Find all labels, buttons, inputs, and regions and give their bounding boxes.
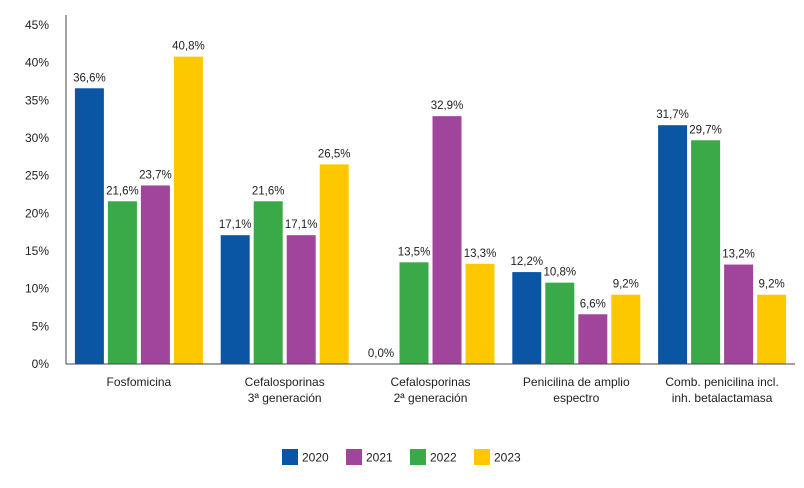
category-label-1: Fosfomicina — [107, 375, 172, 389]
data-label-2023-group-3: 13,3% — [464, 248, 497, 260]
bar-2022-group-4 — [545, 282, 575, 364]
data-label-2021-group-5: 13,2% — [722, 249, 755, 261]
bar-2020-group-2 — [220, 235, 250, 364]
bar-2023-group-2 — [319, 164, 349, 364]
bar-2022-group-5 — [691, 140, 721, 364]
data-label-2020-group-5: 31,7% — [656, 109, 689, 121]
bar-2023-group-5 — [757, 294, 787, 364]
bar-2021-group-2 — [286, 235, 316, 364]
y-tick-label: 30% — [25, 131, 49, 145]
data-label-2020-group-4: 12,2% — [510, 256, 543, 268]
y-tick-label: 20% — [25, 206, 49, 220]
legend-label-2020: 2020 — [302, 451, 329, 465]
y-tick-label: 25% — [25, 169, 49, 183]
data-label-2020-group-2: 17,1% — [219, 219, 252, 231]
bar-2023-group-4 — [611, 294, 641, 364]
data-labels: 36,6%21,6%23,7%40,8%17,1%21,6%17,1%26,5%… — [73, 41, 785, 360]
bar-2022-group-2 — [253, 201, 283, 364]
category-label-4: Penicilina de amplio espectro — [523, 375, 630, 405]
y-tick-label: 0% — [32, 357, 50, 371]
legend-label-2021: 2021 — [366, 451, 393, 465]
data-label-2021-group-2: 17,1% — [285, 219, 318, 231]
y-axis: 0% 5% 10% 15% 20% 25% 30% 35% 40% 45% — [25, 15, 67, 371]
bar-2023-group-3 — [465, 263, 495, 364]
y-tick-label: 40% — [25, 56, 49, 70]
data-label-2023-group-4: 9,2% — [613, 279, 639, 291]
legend-swatch-2022 — [410, 449, 426, 465]
y-tick-label: 10% — [25, 282, 49, 296]
bar-2020-group-1 — [74, 88, 104, 364]
legend-swatch-2020 — [282, 449, 298, 465]
legend-swatch-2023 — [474, 449, 490, 465]
data-label-2021-group-4: 6,6% — [580, 298, 606, 310]
bars — [74, 56, 787, 365]
legend-label-2023: 2023 — [494, 451, 521, 465]
bar-2021-group-4 — [578, 314, 608, 364]
data-label-2022-group-2: 21,6% — [252, 185, 285, 197]
data-label-2022-group-3: 13,5% — [398, 246, 431, 258]
category-label-5: Comb. penicilina incl. inh. betalactamasa — [665, 375, 778, 405]
data-label-2023-group-1: 40,8% — [172, 41, 205, 53]
y-tick-label: 45% — [25, 18, 49, 32]
x-axis: Fosfomicina Cefalosporinas 3ª generación Ce… — [66, 363, 795, 405]
bar-2021-group-1 — [140, 185, 170, 364]
data-label-2022-group-1: 21,6% — [106, 185, 139, 197]
y-tick-label: 15% — [25, 244, 49, 258]
y-tick-label: 5% — [32, 319, 50, 333]
bar-2021-group-5 — [724, 264, 754, 364]
y-tick-label: 35% — [25, 93, 49, 107]
bar-2022-group-3 — [399, 262, 429, 364]
category-label-2: Cefalosporinas 3ª generación — [245, 375, 325, 405]
bar-2021-group-3 — [432, 116, 462, 364]
bar-2020-group-4 — [512, 272, 542, 364]
data-label-2021-group-3: 32,9% — [431, 100, 464, 112]
bar-2023-group-1 — [173, 56, 203, 364]
legend: 2020 2021 2022 2023 — [282, 449, 521, 465]
data-label-2023-group-5: 9,2% — [758, 279, 784, 291]
bar-2020-group-5 — [658, 125, 688, 365]
data-label-2020-group-1: 36,6% — [73, 72, 106, 84]
data-label-2022-group-5: 29,7% — [689, 124, 722, 136]
data-label-2020-group-3: 0,0% — [368, 348, 394, 360]
legend-label-2022: 2022 — [430, 451, 457, 465]
data-label-2022-group-4: 10,8% — [543, 267, 576, 279]
legend-swatch-2021 — [346, 449, 362, 465]
category-label-3: Cefalosporinas 2ª generación — [390, 375, 470, 405]
data-label-2023-group-2: 26,5% — [318, 148, 351, 160]
data-label-2021-group-1: 23,7% — [139, 169, 172, 181]
bar-2022-group-1 — [107, 201, 137, 364]
